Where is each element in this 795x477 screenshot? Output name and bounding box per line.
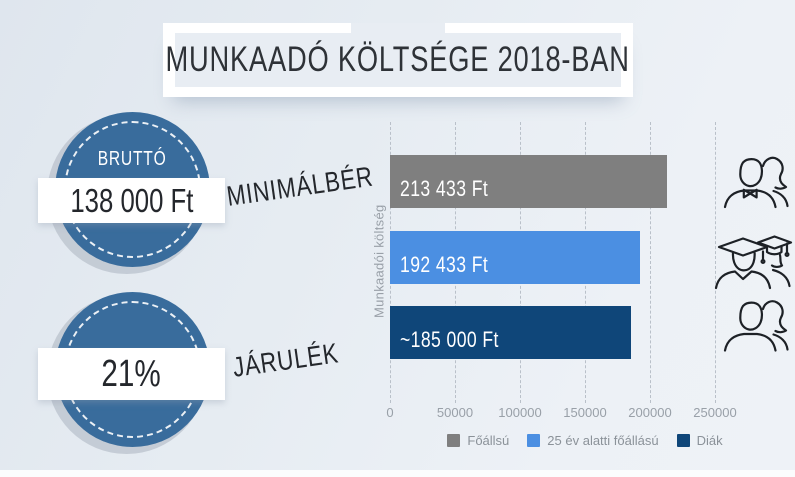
gridline [650,122,651,403]
title-banner: MUNKAADÓ KÖLTSÉGE 2018-BAN [163,23,633,97]
brutto-caption: BRUTTÓ [98,148,167,170]
legend-item: Diák [676,432,723,448]
legend-item: Főállsú [447,433,509,448]
bar-value-label: 213 433 Ft [400,176,489,201]
legend-label: Főállsú [467,432,510,448]
bottom-strip [0,470,795,477]
employees-icon [722,153,790,217]
page-title-text: MUNKAADÓ KÖLTSÉGE 2018-BAN [165,40,631,79]
graduates-icon [713,226,793,296]
legend-swatch [676,433,690,447]
x-tick-label: 0 [386,405,394,420]
brutto-value-band: 138 000 Ft [38,178,225,223]
jarulek-value-band: 21% [38,348,225,400]
title-notch [351,23,445,33]
bar-value-label: 192 433 Ft [400,251,489,277]
chart-y-axis-label: Munkaadói költség [371,204,387,318]
page-title: MUNKAADÓ KÖLTSÉGE 2018-BAN [100,40,695,80]
x-tick-label: 100000 [498,405,542,420]
bar-3: ~185 000 Ft [390,306,631,359]
legend-swatch [527,433,541,447]
brutto-value: 138 000 Ft [69,181,194,219]
legend-label: 25 év alatti főállású [547,432,659,448]
legend-item: 25 év alatti főállású [527,432,659,448]
students-icon [722,297,790,359]
bar-value-label: ~185 000 Ft [400,327,499,352]
title-inner-panel: MUNKAADÓ KÖLTSÉGE 2018-BAN [166,33,629,87]
plot-area: 213 433 Ft 192 433 Ft ~185 000 Ft [390,122,716,403]
x-tick-label: 50000 [436,405,474,420]
jarulek-label: JÁRULÉK [230,337,341,383]
x-tick-label: 200000 [628,405,672,420]
x-tick-label: 150000 [563,405,607,420]
bar-1: 213 433 Ft [390,155,668,208]
x-axis: 0 50000 100000 150000 200000 250000 [386,405,736,421]
bar-2: 192 433 Ft [390,230,641,284]
legend-swatch [447,433,461,447]
gridline [715,122,716,403]
chart-legend: Főállsú 25 év alatti főállású Diák [400,431,770,449]
x-tick-label: 250000 [693,405,737,420]
jarulek-value: 21% [101,352,162,395]
legend-label: Diák [696,432,723,448]
